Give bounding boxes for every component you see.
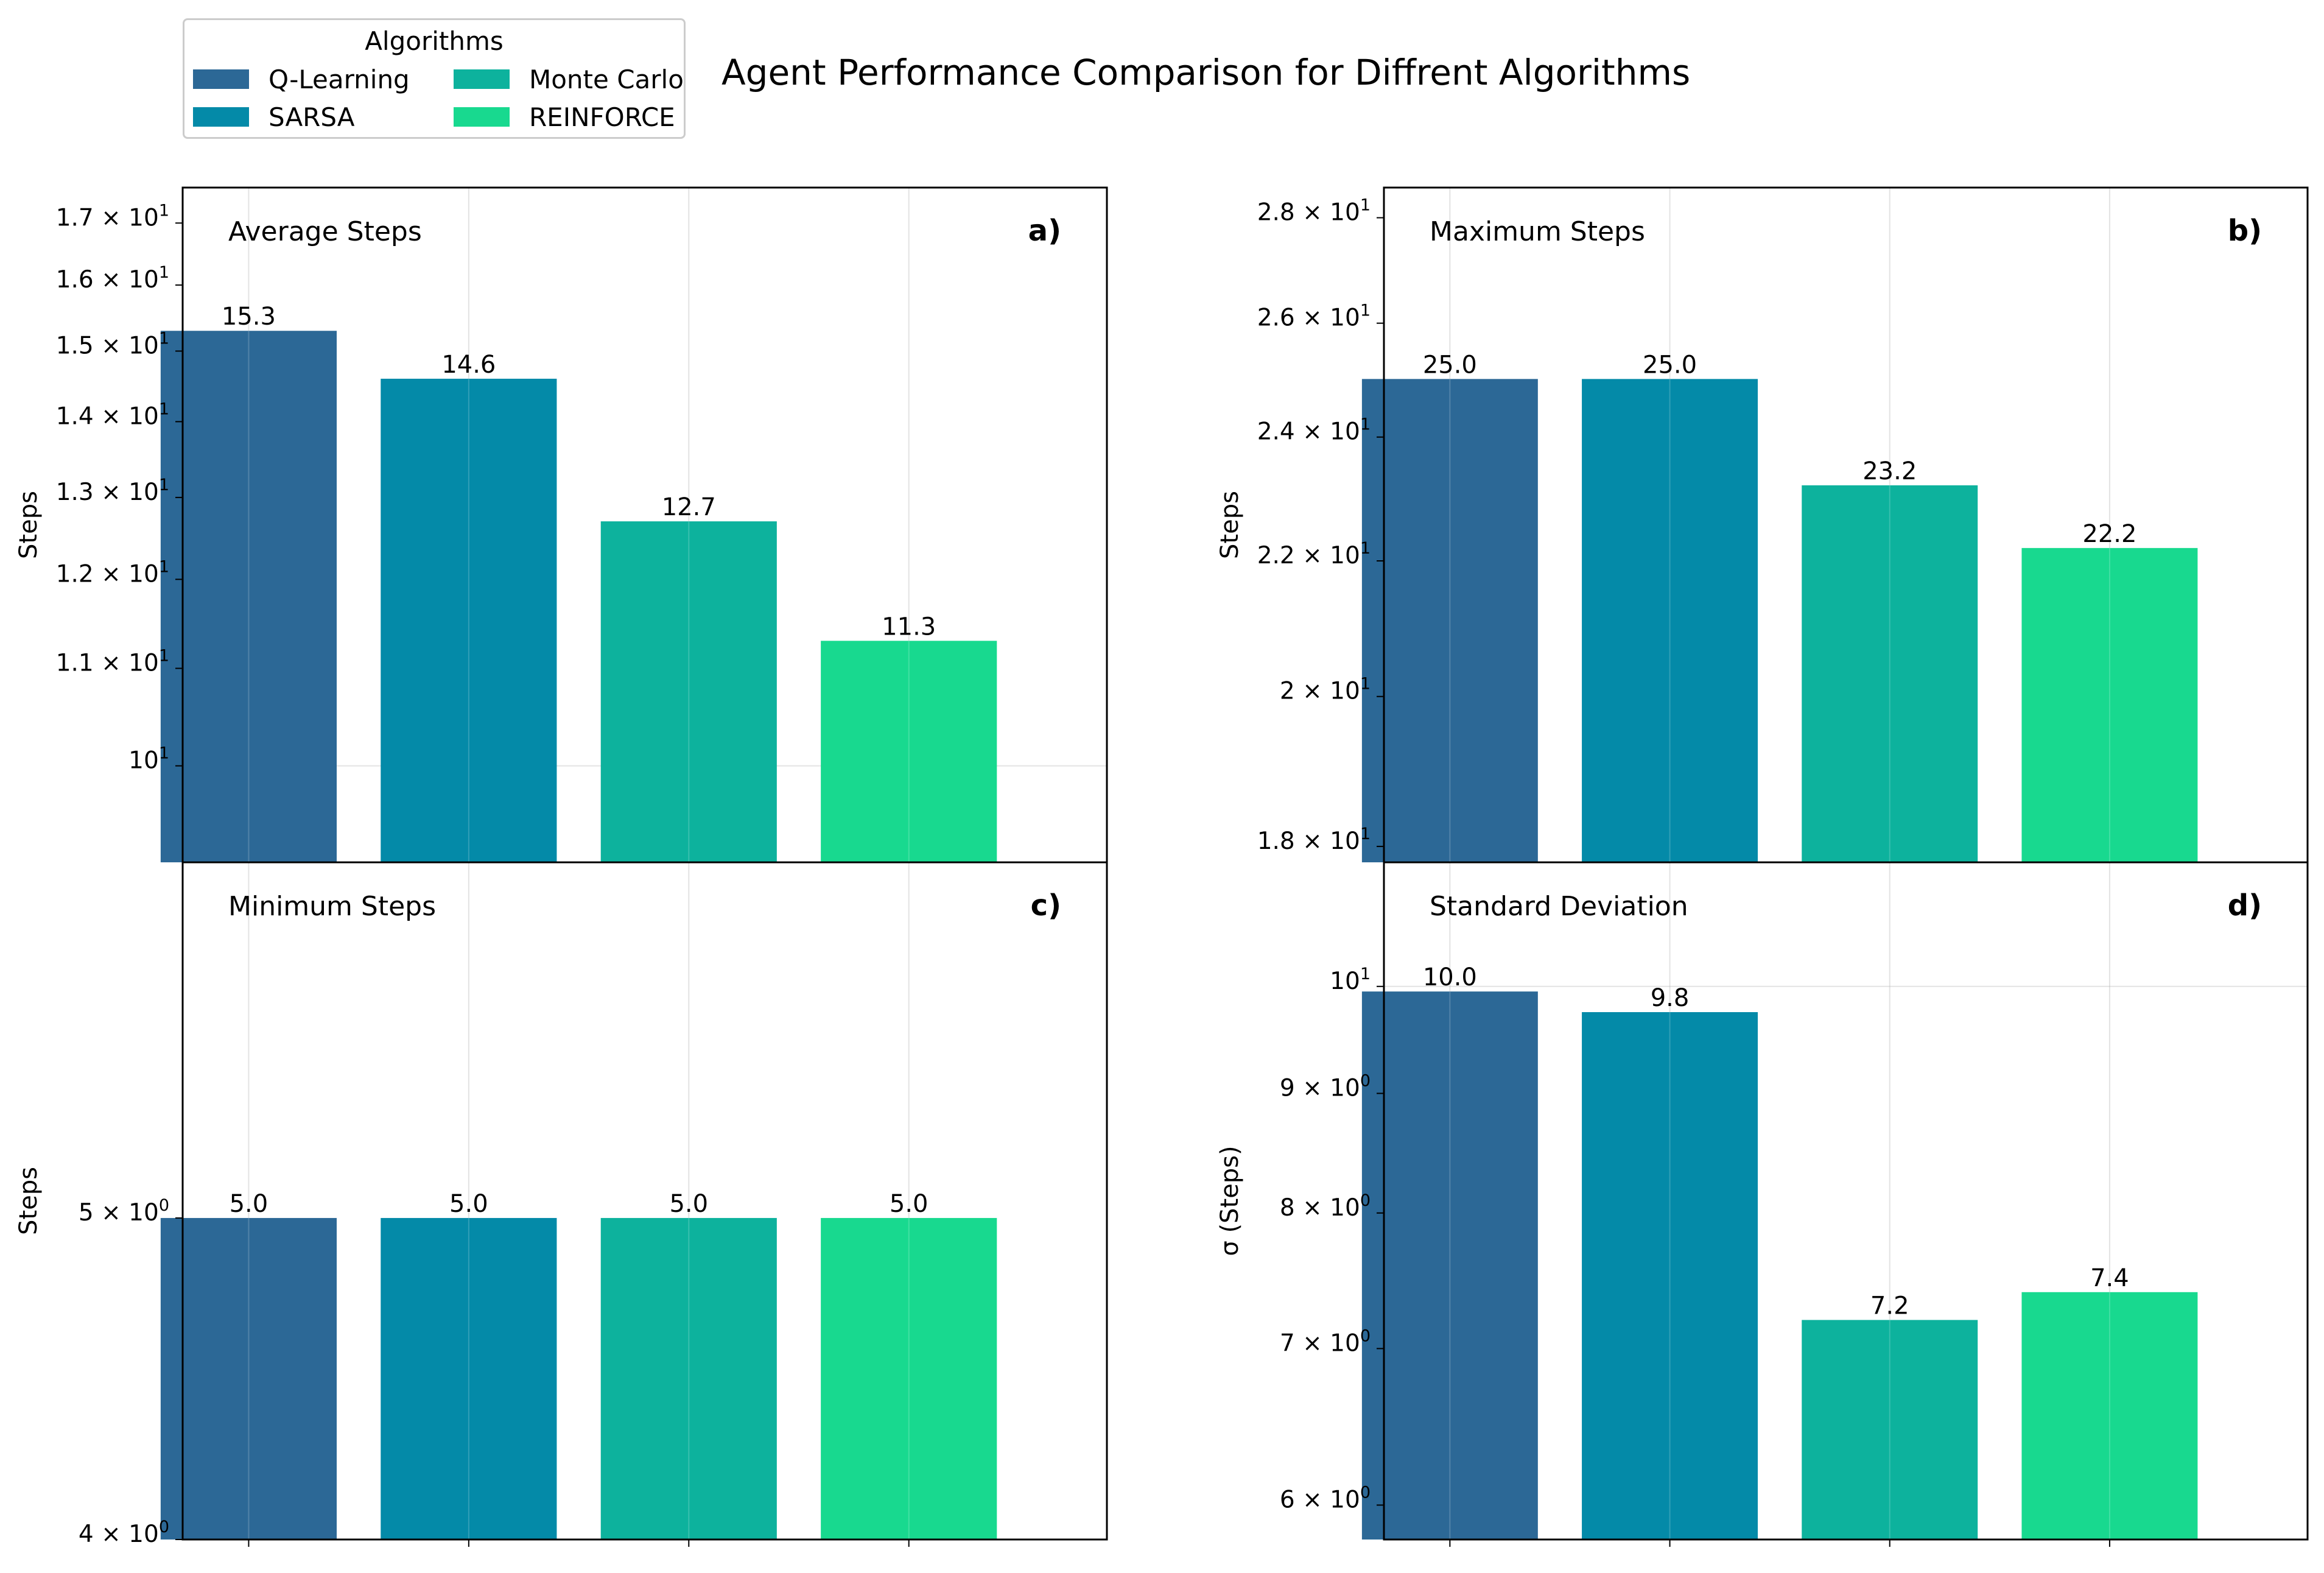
value-label: 5.0 [890, 1190, 929, 1218]
value-label: 9.8 [1651, 984, 1690, 1012]
y-tick-label: 101 [128, 744, 169, 775]
value-label: 7.4 [2090, 1264, 2129, 1292]
y-tick-label: 2 × 101 [1280, 675, 1371, 705]
legend: Algorithms Q-Learning SARSA Monte Carlo … [183, 18, 686, 139]
y-tick-label: 2.4 × 101 [1257, 415, 1371, 446]
axes-frame [1383, 861, 2309, 1541]
legend-swatch [193, 69, 249, 89]
value-label: 7.2 [1870, 1292, 1909, 1320]
panel-label: a) [1028, 214, 1061, 248]
subplot-b: 25.0 25.0 23.2 22.2 1.8 × 101 2 × 101 2.2 × 10… [1216, 186, 2309, 864]
y-tick-label: 1.8 × 101 [1257, 825, 1371, 855]
bar-sarsa [1582, 379, 1758, 862]
legend-label: SARSA [269, 102, 355, 132]
bar-monte-carlo [600, 1218, 777, 1540]
y-tick-label: 6 × 100 [1280, 1483, 1371, 1513]
y-tick-label: 1.5 × 101 [56, 329, 169, 360]
bar-reinforce [821, 641, 997, 862]
y-tick-label: 8 × 100 [1280, 1191, 1371, 1222]
subplot-title: Minimum Steps [228, 891, 436, 922]
subplot-c: 5.0 5.0 5.0 5.0 4 × 100 5 × 100 Minimum Steps c… [15, 861, 1108, 1548]
y-tick-label: 2.6 × 101 [1257, 301, 1371, 332]
subplot-d: 10.0 9.8 7.2 7.4 6 × 100 7 × 100 8 × 100 9 × 10… [1216, 861, 2309, 1547]
y-tick-label: 9 × 100 [1280, 1071, 1371, 1102]
legend-item-sarsa: SARSA [193, 102, 355, 132]
subplot-title: Standard Deviation [1430, 891, 1688, 922]
value-label: 10.0 [1423, 963, 1477, 991]
value-label: 5.0 [449, 1190, 488, 1218]
value-label: 15.3 [222, 303, 276, 331]
y-tick-label: 1.3 × 101 [56, 476, 169, 506]
bar-sarsa [381, 1218, 557, 1540]
value-label: 14.6 [441, 351, 496, 379]
subplot-title: Average Steps [228, 216, 422, 247]
legend-swatch [454, 107, 510, 127]
value-label: 5.0 [669, 1190, 708, 1218]
bar-monte-carlo [1802, 1320, 1978, 1540]
legend-swatch [193, 107, 249, 127]
bar-reinforce [2021, 1292, 2198, 1540]
legend-label: Monte Carlo [529, 64, 684, 94]
y-tick-label: 1.2 × 101 [56, 557, 169, 588]
value-label: 11.3 [882, 613, 936, 641]
value-label: 25.0 [1423, 351, 1477, 379]
legend-title: Algorithms [365, 26, 504, 56]
axes-frame [181, 861, 1108, 1541]
value-label: 25.0 [1643, 351, 1697, 379]
bar-q-learning [160, 1218, 337, 1540]
y-axis-label: σ (Steps) [1216, 1145, 1244, 1256]
bar-sarsa [1582, 1012, 1758, 1540]
bar-monte-carlo [1802, 485, 1978, 862]
y-tick-label: 1.1 × 101 [56, 646, 169, 677]
y-tick-label: 1.4 × 101 [56, 399, 169, 430]
legend-item-monte-carlo: Monte Carlo [454, 64, 684, 94]
bar-reinforce [821, 1218, 997, 1540]
y-axis-label: Steps [1216, 491, 1244, 559]
bar-monte-carlo [600, 521, 777, 862]
y-tick-label: 2.2 × 101 [1257, 539, 1371, 569]
y-axis-label: Steps [15, 1167, 43, 1235]
legend-item-q-learning: Q-Learning [193, 64, 410, 94]
bar-q-learning [160, 331, 337, 862]
value-label: 5.0 [230, 1190, 269, 1218]
value-label: 22.2 [2082, 520, 2136, 548]
legend-label: REINFORCE [529, 102, 675, 132]
y-tick-label: 1.7 × 101 [56, 201, 169, 231]
bar-sarsa [381, 378, 557, 862]
bar-q-learning [1361, 991, 1538, 1540]
panel-label: c) [1031, 889, 1061, 923]
y-axis-label: Steps [15, 491, 43, 559]
bar-reinforce [2021, 547, 2198, 862]
legend-label: Q-Learning [269, 64, 410, 94]
panel-label: d) [2228, 889, 2262, 923]
legend-swatch [454, 69, 510, 89]
bar-q-learning [1361, 379, 1538, 862]
legend-item-reinforce: REINFORCE [454, 102, 675, 132]
y-tick-label: 1.6 × 101 [56, 263, 169, 294]
value-label: 12.7 [662, 493, 716, 521]
panel-label: b) [2228, 214, 2262, 248]
value-label: 23.2 [1862, 457, 1917, 485]
y-tick-label: 4 × 100 [79, 1518, 169, 1548]
chart-title: Agent Performance Comparison for Diffren… [721, 52, 1691, 93]
y-tick-label: 5 × 100 [79, 1196, 169, 1226]
y-tick-label: 101 [1330, 965, 1371, 995]
subplot-a: 15.3 14.6 12.7 11.3 101 1.1 × 101 1.2 × 101 1.3… [15, 186, 1108, 864]
y-tick-label: 7 × 100 [1280, 1326, 1371, 1357]
subplot-title: Maximum Steps [1430, 216, 1645, 247]
y-tick-label: 2.8 × 101 [1257, 196, 1371, 227]
